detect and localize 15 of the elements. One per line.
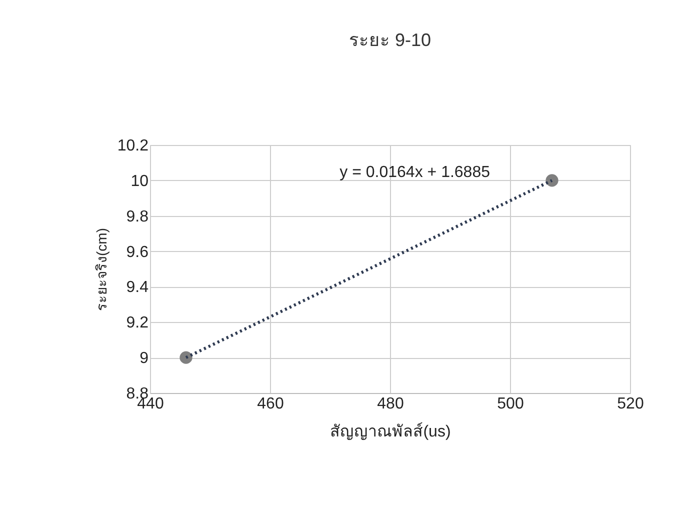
y-tick-label: 9.8 — [126, 208, 149, 226]
x-tick-label: 520 — [617, 396, 644, 412]
y-tick-label: 10 — [130, 172, 149, 190]
x-tick-label: 460 — [257, 396, 284, 412]
y-tick-label: 9.4 — [126, 279, 149, 296]
y-tick-label: 9.6 — [126, 244, 149, 261]
x-tick-label: 480 — [377, 396, 404, 412]
y-tick-label: 9 — [140, 350, 149, 368]
y-tick-label: 10.2 — [117, 138, 149, 154]
y-axis-title: ระยะจริง(cm) — [93, 228, 110, 311]
x-axis-title: สัญญาณพัลส์(us) — [330, 422, 451, 440]
x-tick-label: 500 — [497, 396, 524, 412]
chart-title: ระยะ 9-10 — [348, 30, 432, 50]
y-tick-label: 9.2 — [126, 314, 149, 332]
annotation: y = 0.0164x + 1.6885 — [340, 164, 490, 181]
